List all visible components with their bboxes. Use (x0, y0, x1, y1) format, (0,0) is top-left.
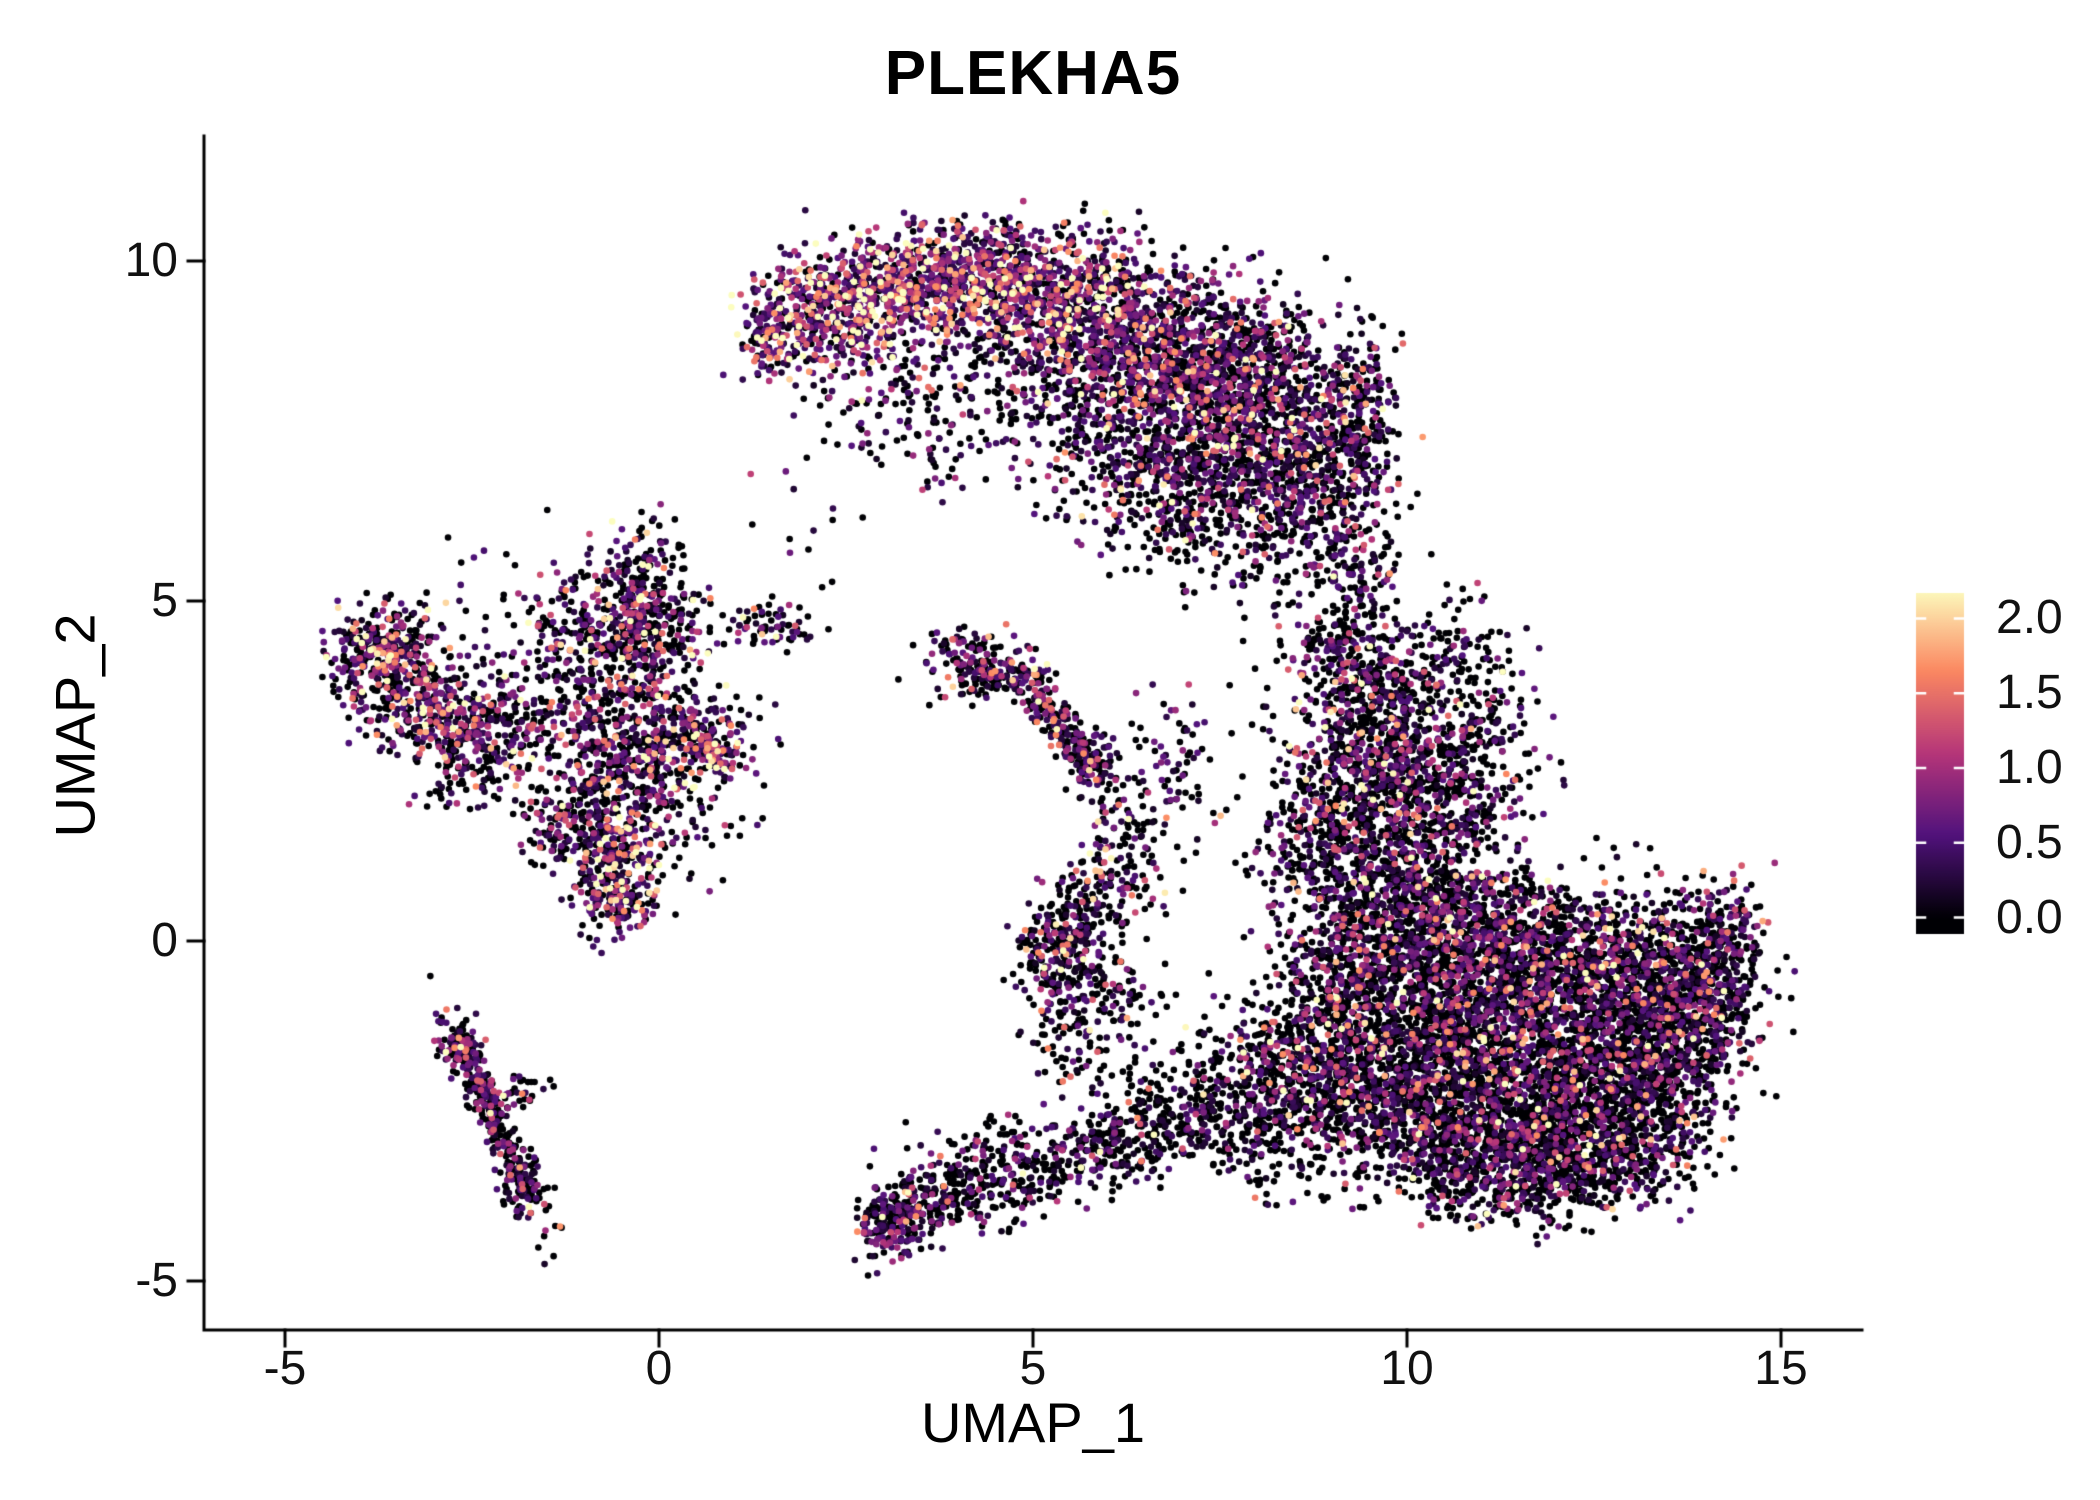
x-tick-label: 15 (1754, 1342, 1808, 1395)
y-tick-label: 0 (151, 914, 178, 967)
x-tick-label: -5 (263, 1342, 307, 1395)
x-tick-label: 10 (1380, 1342, 1434, 1395)
y-tick-label: 10 (124, 234, 178, 287)
x-axis-title: UMAP_1 (920, 1391, 1146, 1454)
x-tick-label: 0 (645, 1342, 673, 1395)
colorbar-tick-label: 0.5 (1996, 815, 2063, 869)
x-tick-label: 5 (1019, 1342, 1047, 1395)
y-tick-label: 5 (151, 574, 178, 627)
colorbar-tick-label: 1.0 (1996, 740, 2063, 794)
y-tick-label: -5 (135, 1254, 178, 1307)
colorbar-tick-label: 2.0 (1996, 591, 2063, 645)
colorbar-tick-label: 1.5 (1996, 666, 2063, 720)
colorbar-tick-label: 0.0 (1996, 890, 2063, 944)
chart-title: PLEKHA5 (884, 39, 1182, 108)
